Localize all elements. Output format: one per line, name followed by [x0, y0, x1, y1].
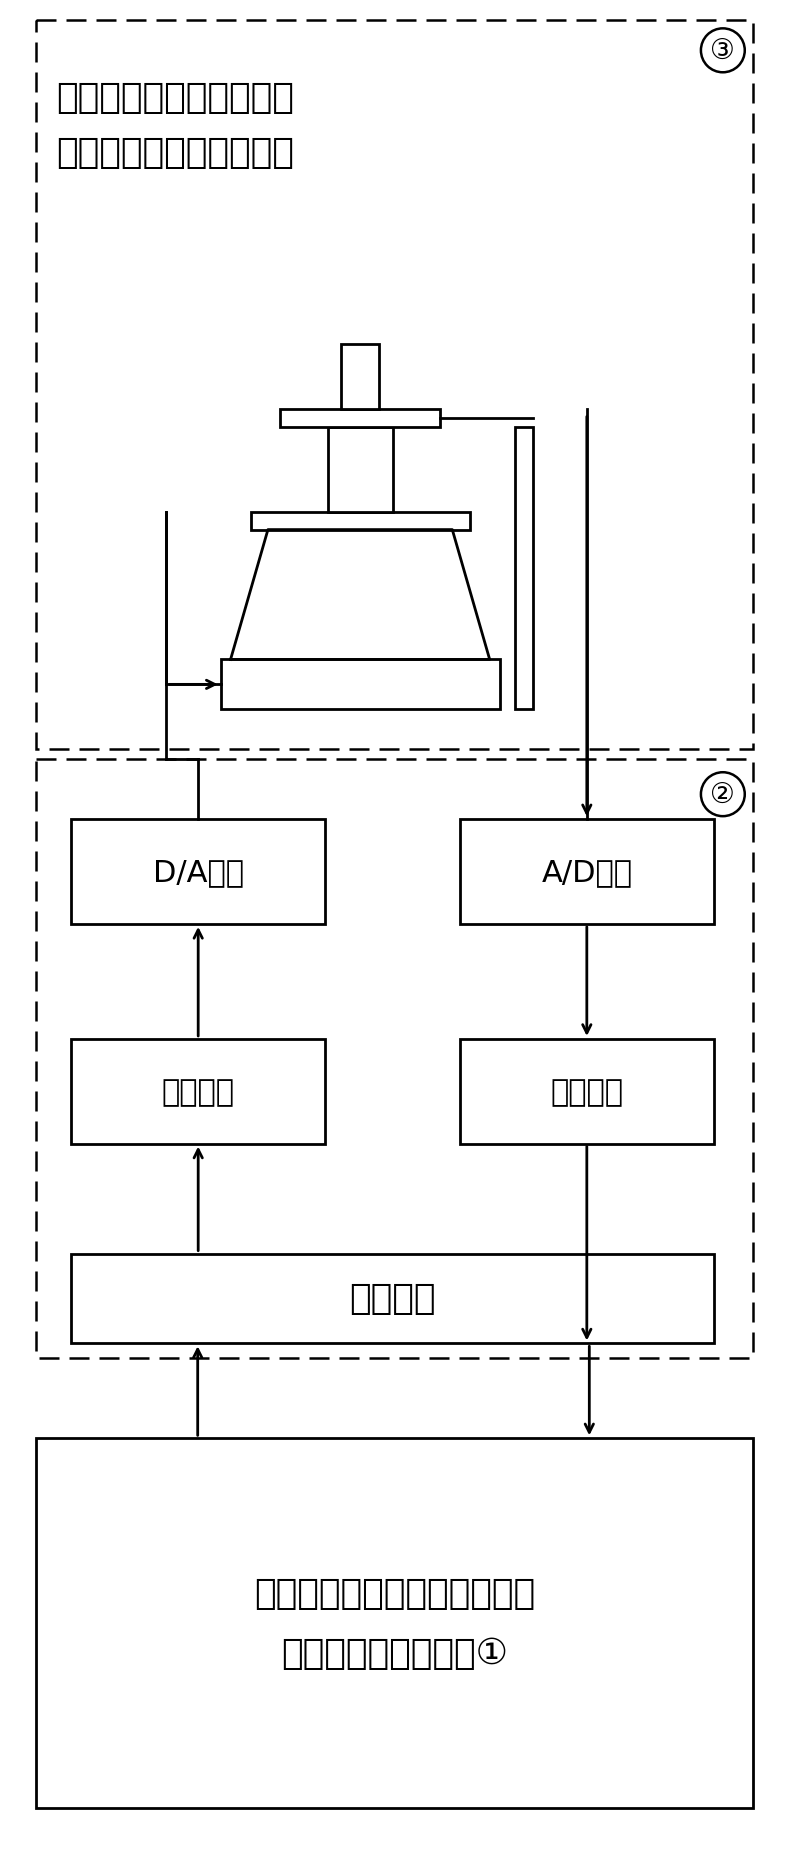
- Circle shape: [701, 30, 745, 72]
- Bar: [71, 1040, 325, 1144]
- Text: 传感器，夹具，试验件等: 传感器，夹具，试验件等: [56, 136, 294, 171]
- Text: 输出模块: 输出模块: [162, 1077, 234, 1107]
- Text: 激振装置，功率放大器，: 激振装置，功率放大器，: [56, 82, 294, 115]
- Circle shape: [701, 773, 745, 817]
- Bar: [327, 427, 392, 513]
- Bar: [36, 20, 753, 750]
- Bar: [341, 345, 379, 410]
- Bar: [460, 819, 714, 925]
- Text: 输入模块: 输入模块: [550, 1077, 623, 1107]
- Bar: [460, 1040, 714, 1144]
- Bar: [280, 410, 439, 427]
- Text: 动试验数字控制系统①: 动试验数字控制系统①: [281, 1636, 508, 1669]
- Text: ②: ②: [710, 780, 735, 810]
- Bar: [36, 760, 753, 1359]
- Bar: [71, 1253, 714, 1344]
- Text: 多输入多输出连续正弦扫频振: 多输入多输出连续正弦扫频振: [254, 1577, 535, 1610]
- Text: 控制模块: 控制模块: [350, 1281, 436, 1317]
- Polygon shape: [230, 531, 490, 659]
- Bar: [71, 819, 325, 925]
- Bar: [514, 427, 533, 709]
- Text: A/D转换: A/D转换: [541, 858, 632, 886]
- Text: ③: ③: [710, 37, 735, 65]
- Text: D/A转换: D/A转换: [153, 858, 244, 886]
- Bar: [221, 659, 499, 709]
- Bar: [251, 513, 469, 531]
- Bar: [36, 1439, 753, 1807]
